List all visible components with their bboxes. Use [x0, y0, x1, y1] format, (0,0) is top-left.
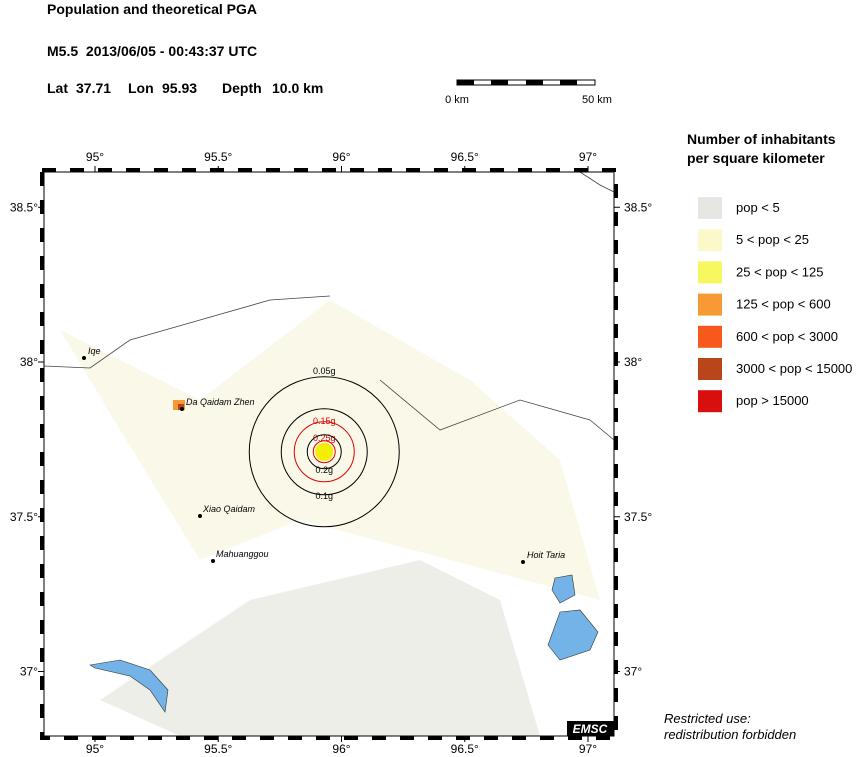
- pga-label: 0.15g: [313, 416, 336, 426]
- pga-label: 0.2g: [315, 465, 333, 475]
- scale-start: 0 km: [445, 94, 469, 106]
- lon: 95.93: [162, 80, 197, 96]
- lat-tick-label: 37.5°: [624, 510, 652, 524]
- scale-end: 50 km: [582, 94, 612, 106]
- legend-label: pop > 15000: [736, 393, 809, 408]
- lon-label: Lon: [128, 80, 154, 96]
- logo-box: [567, 721, 614, 736]
- legend-title: per square kilometer: [687, 150, 825, 166]
- place-label: Hoit Taria: [527, 550, 565, 560]
- pga-label: 0.05g: [313, 366, 336, 376]
- place-label: Xiao Qaidam: [202, 504, 256, 514]
- legend-swatch: [698, 390, 722, 413]
- legend-label: 5 < pop < 25: [736, 232, 809, 247]
- depth: 10.0 km: [272, 80, 323, 96]
- legend-label: 125 < pop < 600: [736, 297, 831, 312]
- lon-tick-label: 97°: [579, 742, 597, 756]
- pga-ring: [306, 434, 342, 470]
- lat-tick-label: 37.5°: [10, 510, 38, 524]
- lat-tick-label: 38.5°: [10, 200, 38, 214]
- legend-label: 3000 < pop < 15000: [736, 361, 852, 376]
- lon-tick-label: 95.5°: [204, 742, 232, 756]
- lat-tick-label: 38.5°: [624, 200, 652, 214]
- lat-tick-label: 38°: [624, 355, 642, 369]
- legend-swatch: [698, 325, 722, 348]
- lon-tick-label: 95.5°: [204, 150, 232, 164]
- pga-ring: [248, 376, 400, 528]
- title: Population and theoretical PGA: [47, 1, 257, 17]
- pga-ring: [280, 408, 368, 496]
- logo: EMSC: [573, 722, 608, 736]
- legend-label: 25 < pop < 125: [736, 264, 823, 279]
- legend-label: 600 < pop < 3000: [736, 329, 838, 344]
- pga-label: 0.25g: [313, 433, 336, 443]
- lat: 37.71: [76, 80, 111, 96]
- legend-label: pop < 5: [736, 200, 780, 215]
- epicenter-zone: [315, 442, 334, 461]
- place-label: Mahuanggou: [216, 549, 269, 559]
- event: M5.5 2013/06/05 - 00:43:37 UTC: [47, 43, 257, 59]
- pga-ring: [293, 421, 355, 483]
- legend-swatch: [698, 229, 722, 252]
- place-label: Da Qaidam Zhen: [186, 397, 255, 407]
- map-frame-dashes: [40, 168, 618, 740]
- lon-tick-label: 95°: [86, 742, 104, 756]
- lat-label: Lat: [47, 80, 68, 96]
- depth-label: Depth: [222, 80, 262, 96]
- lat-tick-label: 37°: [624, 665, 642, 679]
- notice: Restricted use:: [664, 711, 751, 726]
- lon-tick-label: 96°: [332, 150, 350, 164]
- scale-bar: [456, 79, 596, 86]
- legend-swatch: [698, 261, 722, 284]
- lon-tick-label: 96.5°: [451, 150, 479, 164]
- notice: redistribution forbidden: [664, 727, 796, 742]
- legend-swatch: [698, 293, 722, 316]
- place-label: Iqe: [88, 346, 101, 356]
- lat-tick-label: 38°: [20, 355, 38, 369]
- legend-swatch: [698, 197, 722, 219]
- places: Iqe Da Qaidam Zhen Xiao Qaidam Mahuanggo…: [82, 346, 565, 564]
- lon-tick-label: 97°: [579, 150, 597, 164]
- lon-tick-label: 95°: [86, 150, 104, 164]
- pga-label: 0.1g: [315, 491, 333, 501]
- lon-tick-label: 96.5°: [451, 742, 479, 756]
- legend-title: Number of inhabitants: [687, 131, 836, 147]
- legend-swatch: [698, 358, 722, 380]
- pga-ring: [312, 440, 336, 464]
- lat-tick-label: 37°: [20, 665, 38, 679]
- lon-tick-label: 96°: [332, 742, 350, 756]
